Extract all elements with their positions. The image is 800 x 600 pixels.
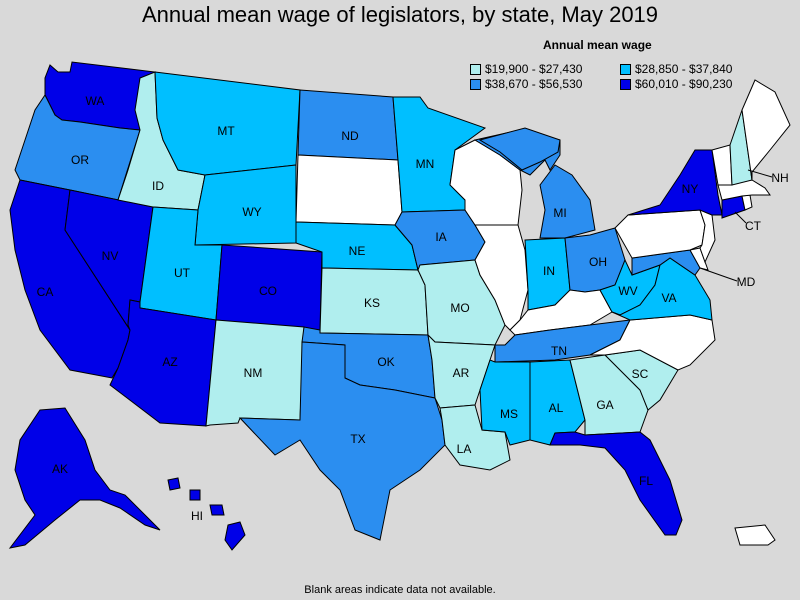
state-ak[interactable]: [8, 407, 161, 549]
state-nc[interactable]: [589, 314, 716, 371]
label-va: VA: [661, 291, 676, 305]
label-id: ID: [152, 179, 164, 193]
state-hi-group[interactable]: [167, 477, 246, 551]
label-mi: MI: [553, 206, 566, 220]
label-ms: MS: [500, 407, 518, 421]
state-mi-upper[interactable]: [478, 127, 561, 171]
state-mi-lower[interactable]: [539, 164, 596, 239]
state-me[interactable]: [741, 79, 791, 181]
label-ut: UT: [174, 266, 191, 280]
footnote: Blank areas indicate data not available.: [304, 584, 496, 596]
label-or: OR: [71, 153, 89, 167]
state-hi-oahu[interactable]: [189, 489, 201, 501]
label-wy: WY: [242, 205, 261, 219]
label-ga: GA: [596, 398, 613, 412]
label-ne: NE: [349, 244, 366, 258]
legend-item-3: $38,670 - $56,530: [470, 77, 582, 91]
label-mo: MO: [450, 301, 469, 315]
label-in: IN: [543, 264, 555, 278]
label-fl: FL: [639, 474, 653, 488]
state-az[interactable]: [109, 299, 217, 427]
state-fl[interactable]: [549, 431, 683, 536]
leader-ct: [734, 211, 747, 224]
state-il[interactable]: [474, 224, 529, 331]
state-ar[interactable]: [427, 333, 496, 409]
leader-md: [699, 267, 738, 282]
label-co: CO: [259, 284, 277, 298]
legend-label-4: $60,010 - $90,230: [635, 77, 733, 91]
label-tx: TX: [350, 432, 365, 446]
label-ks: KS: [364, 296, 380, 310]
label-nd: ND: [341, 129, 359, 143]
label-mn: MN: [416, 157, 435, 171]
legend-title: Annual mean wage: [543, 38, 652, 52]
legend-swatch-2: [620, 63, 631, 75]
label-nh: NH: [771, 171, 788, 185]
label-al: AL: [549, 401, 564, 415]
legend-swatch-3: [470, 78, 481, 90]
label-ia: IA: [435, 230, 446, 244]
legend-item-1: $19,900 - $27,430: [470, 62, 582, 76]
legend-label-1: $19,900 - $27,430: [485, 62, 583, 76]
map-title: Annual mean wage of legislators, by stat…: [141, 2, 659, 27]
label-nm: NM: [244, 366, 263, 380]
legend-label-2: $28,850 - $37,840: [635, 62, 733, 76]
label-ct: CT: [745, 219, 762, 233]
state-de[interactable]: [689, 247, 709, 271]
label-md: MD: [737, 275, 756, 289]
label-mt: MT: [217, 124, 235, 138]
state-nd[interactable]: [297, 89, 399, 161]
label-ok: OK: [377, 355, 394, 369]
state-hi-maui[interactable]: [209, 504, 225, 516]
state-wy[interactable]: [194, 164, 297, 246]
legend-item-4: $60,010 - $90,230: [620, 77, 732, 91]
label-sc: SC: [632, 367, 649, 381]
state-la[interactable]: [439, 404, 511, 471]
label-ak: AK: [52, 462, 68, 476]
label-nv: NV: [102, 249, 119, 263]
state-hi-kauai[interactable]: [167, 477, 181, 491]
legend-item-2: $28,850 - $37,840: [620, 62, 732, 76]
state-ny[interactable]: [627, 149, 723, 216]
label-ar: AR: [453, 366, 470, 380]
label-ca: CA: [37, 285, 54, 299]
label-ny: NY: [682, 182, 699, 196]
leader-nh: [747, 169, 773, 178]
label-wv: WV: [618, 284, 637, 298]
state-tx[interactable]: [238, 341, 446, 541]
legend-swatch-1: [470, 63, 481, 75]
label-hi: HI: [191, 509, 203, 523]
label-tn: TN: [551, 344, 567, 358]
legend-label-3: $38,670 - $56,530: [485, 77, 583, 91]
label-oh: OH: [589, 255, 607, 269]
legend-swatch-4: [620, 78, 631, 90]
label-az: AZ: [162, 355, 177, 369]
state-pr[interactable]: [734, 524, 776, 546]
state-nj[interactable]: [699, 209, 716, 264]
state-hi[interactable]: [224, 521, 246, 551]
state-sd[interactable]: [295, 154, 403, 226]
label-wa: WA: [86, 94, 105, 108]
label-la: LA: [457, 442, 472, 456]
